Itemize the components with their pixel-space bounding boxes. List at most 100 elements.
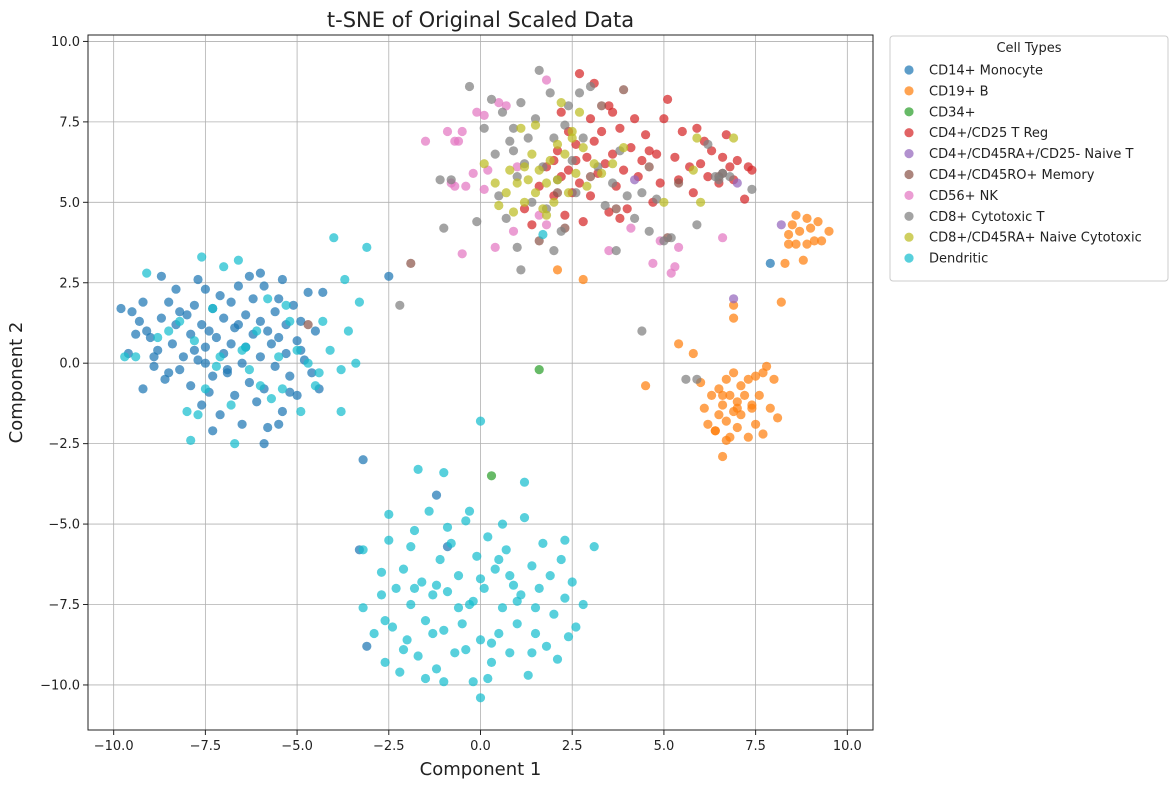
scatter-point xyxy=(490,242,500,252)
scatter-point xyxy=(508,207,519,217)
scatter-point xyxy=(138,384,148,394)
scatter-point xyxy=(384,535,394,545)
scatter-point xyxy=(149,361,159,371)
scatter-point xyxy=(703,139,713,149)
scatter-point xyxy=(189,345,199,355)
scatter-point xyxy=(729,313,739,323)
scatter-point xyxy=(439,468,449,478)
x-tick-label: 10.0 xyxy=(833,739,862,754)
scatter-point xyxy=(479,184,489,194)
legend-marker xyxy=(904,253,914,263)
scatter-point xyxy=(637,326,647,336)
scatter-point xyxy=(402,635,412,645)
scatter-point xyxy=(461,645,471,655)
scatter-point xyxy=(512,596,522,606)
scatter-point xyxy=(644,146,654,156)
scatter-point xyxy=(824,226,834,236)
scatter-point xyxy=(420,673,431,684)
scatter-point xyxy=(519,513,530,523)
scatter-point xyxy=(527,561,537,571)
scatter-point xyxy=(659,197,669,207)
scatter-point xyxy=(431,664,442,674)
scatter-point xyxy=(263,422,273,433)
scatter-point xyxy=(567,155,577,166)
scatter-point xyxy=(233,320,243,330)
scatter-point xyxy=(512,619,522,629)
scatter-point xyxy=(186,435,196,445)
scatter-point xyxy=(219,313,229,323)
scatter-point xyxy=(641,381,651,391)
scatter-point xyxy=(630,213,640,223)
legend-marker xyxy=(904,86,914,96)
scatter-point xyxy=(589,159,599,169)
scatter-point xyxy=(439,223,449,233)
scatter-point xyxy=(541,178,552,188)
scatter-point xyxy=(589,542,599,552)
scatter-point xyxy=(574,69,585,79)
legend-marker xyxy=(904,107,914,117)
scatter-point xyxy=(556,107,566,117)
scatter-point xyxy=(597,168,607,178)
scatter-point xyxy=(343,326,353,336)
scatter-point xyxy=(395,300,405,310)
scatter-point xyxy=(817,236,827,246)
scatter-point xyxy=(472,217,482,227)
scatter-point xyxy=(791,210,801,220)
scatter-point xyxy=(424,506,434,516)
scatter-point xyxy=(200,284,210,294)
scatter-point xyxy=(538,229,548,240)
scatter-point xyxy=(608,178,618,188)
scatter-point xyxy=(534,365,544,375)
scatter-point xyxy=(523,133,533,143)
scatter-point xyxy=(303,358,313,368)
scatter-point xyxy=(519,197,530,207)
scatter-point xyxy=(505,136,515,146)
legend-label: Dendritic xyxy=(929,252,988,267)
scatter-point xyxy=(776,297,786,307)
legend-items: CD14+ Monocyte CD19+ B CD34+ CD4+/CD25 T Re… xyxy=(904,64,1142,267)
scatter-point xyxy=(116,303,126,314)
scatter-points xyxy=(116,65,834,703)
scatter-point xyxy=(732,422,742,433)
scatter-point xyxy=(230,390,240,400)
scatter-point xyxy=(765,403,775,413)
scatter-point xyxy=(758,429,768,439)
legend-label: CD8+/CD45RA+ Naive Cytotoxic xyxy=(929,231,1142,246)
scatter-point xyxy=(710,426,720,436)
scatter-point xyxy=(541,641,552,651)
scatter-point xyxy=(802,213,812,223)
scatter-point xyxy=(446,175,456,185)
scatter-point xyxy=(718,400,728,410)
scatter-point xyxy=(762,361,772,371)
scatter-point xyxy=(486,657,497,668)
y-tick-label: −7.5 xyxy=(48,598,80,613)
scatter-point xyxy=(248,294,258,304)
scatter-point xyxy=(325,345,335,355)
scatter-point xyxy=(387,622,398,632)
scatter-point xyxy=(527,648,537,658)
scatter-point xyxy=(369,628,379,639)
scatter-point xyxy=(523,175,533,185)
scatter-point xyxy=(263,326,273,336)
scatter-point xyxy=(670,152,680,162)
scatter-point xyxy=(413,651,423,661)
scatter-point xyxy=(494,191,504,201)
scatter-point xyxy=(582,152,592,162)
scatter-point xyxy=(652,194,662,204)
legend-label: CD8+ Cytotoxic T xyxy=(929,210,1044,225)
scatter-point xyxy=(545,88,555,98)
legend-label: CD4+/CD45RA+/CD25- Naive T xyxy=(929,147,1134,162)
scatter-point xyxy=(611,204,621,214)
x-axis-label: Component 1 xyxy=(420,759,542,780)
scatter-point xyxy=(285,371,295,381)
scatter-point xyxy=(461,516,471,526)
scatter-point xyxy=(285,316,295,326)
scatter-point xyxy=(226,339,236,349)
scatter-point xyxy=(494,554,504,565)
scatter-point xyxy=(519,204,530,214)
scatter-point xyxy=(138,297,148,307)
scatter-point xyxy=(725,172,735,182)
scatter-point xyxy=(420,136,431,146)
scatter-point xyxy=(226,400,236,410)
scatter-point xyxy=(358,545,368,555)
